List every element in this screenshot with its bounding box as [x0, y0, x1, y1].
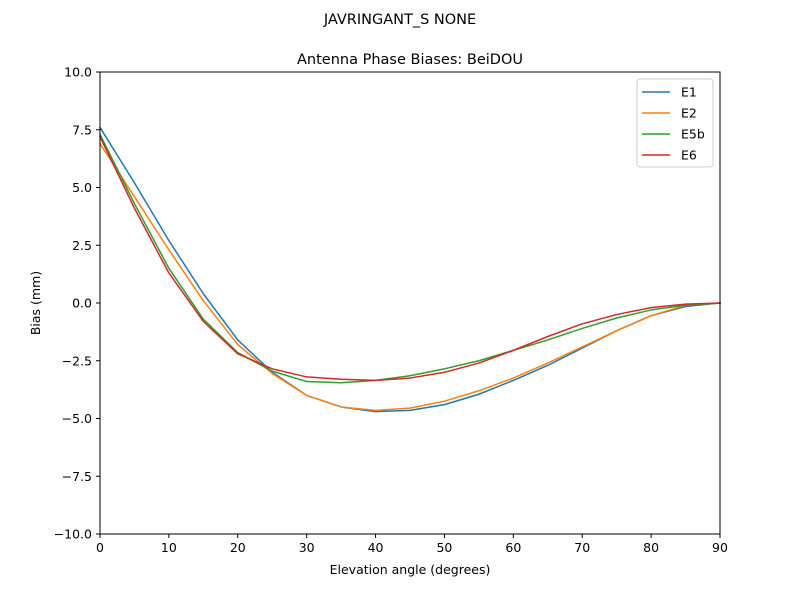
- legend-label-e6: E6: [681, 148, 697, 163]
- y-tick-label: 0.0: [72, 296, 92, 311]
- y-tick-label: 10.0: [64, 65, 92, 80]
- x-axis-ticks: 0 10 20 30 40 50 60 70 80 90: [96, 534, 728, 555]
- legend-frame: [636, 78, 714, 168]
- legend: E1 E2 E5b E6: [636, 78, 714, 168]
- legend-label-e1: E1: [681, 85, 697, 100]
- legend-label-e5b: E5b: [681, 127, 705, 142]
- x-tick-label: 40: [368, 540, 384, 555]
- series-line-e5b: [98, 133, 721, 384]
- x-tick-label: 0: [96, 540, 104, 555]
- series-lines: [98, 126, 721, 413]
- y-tick-label: 7.5: [72, 122, 92, 137]
- series-line-e2: [98, 142, 721, 412]
- y-tick-label: −7.5: [62, 469, 92, 484]
- x-tick-label: 80: [643, 540, 659, 555]
- y-tick-label: −10.0: [54, 527, 92, 542]
- y-tick-label: 2.5: [72, 238, 92, 253]
- y-axis-label: Bias (mm): [28, 271, 43, 335]
- y-tick-label: −2.5: [62, 353, 92, 368]
- x-tick-label: 50: [436, 540, 452, 555]
- x-tick-label: 90: [712, 540, 728, 555]
- x-tick-label: 20: [230, 540, 246, 555]
- chart-title: Antenna Phase Biases: BeiDOU: [297, 52, 523, 68]
- x-axis-label: Elevation angle (degrees): [330, 562, 491, 577]
- plot-area-frame: [99, 71, 721, 535]
- x-tick-label: 10: [161, 540, 177, 555]
- x-tick-label: 70: [574, 540, 590, 555]
- x-tick-label: 30: [299, 540, 315, 555]
- legend-label-e2: E2: [681, 106, 697, 121]
- x-tick-label: 60: [505, 540, 521, 555]
- figure-suptitle: JAVRINGANT_S NONE: [323, 12, 476, 28]
- series-line-e6: [98, 135, 721, 382]
- y-tick-label: 5.0: [72, 180, 92, 195]
- y-tick-label: −5.0: [62, 411, 92, 426]
- y-axis-ticks: 10.0 7.5 5.0 2.5 0.0 −2.5 −5.0 −7.5 −10.0: [54, 65, 100, 542]
